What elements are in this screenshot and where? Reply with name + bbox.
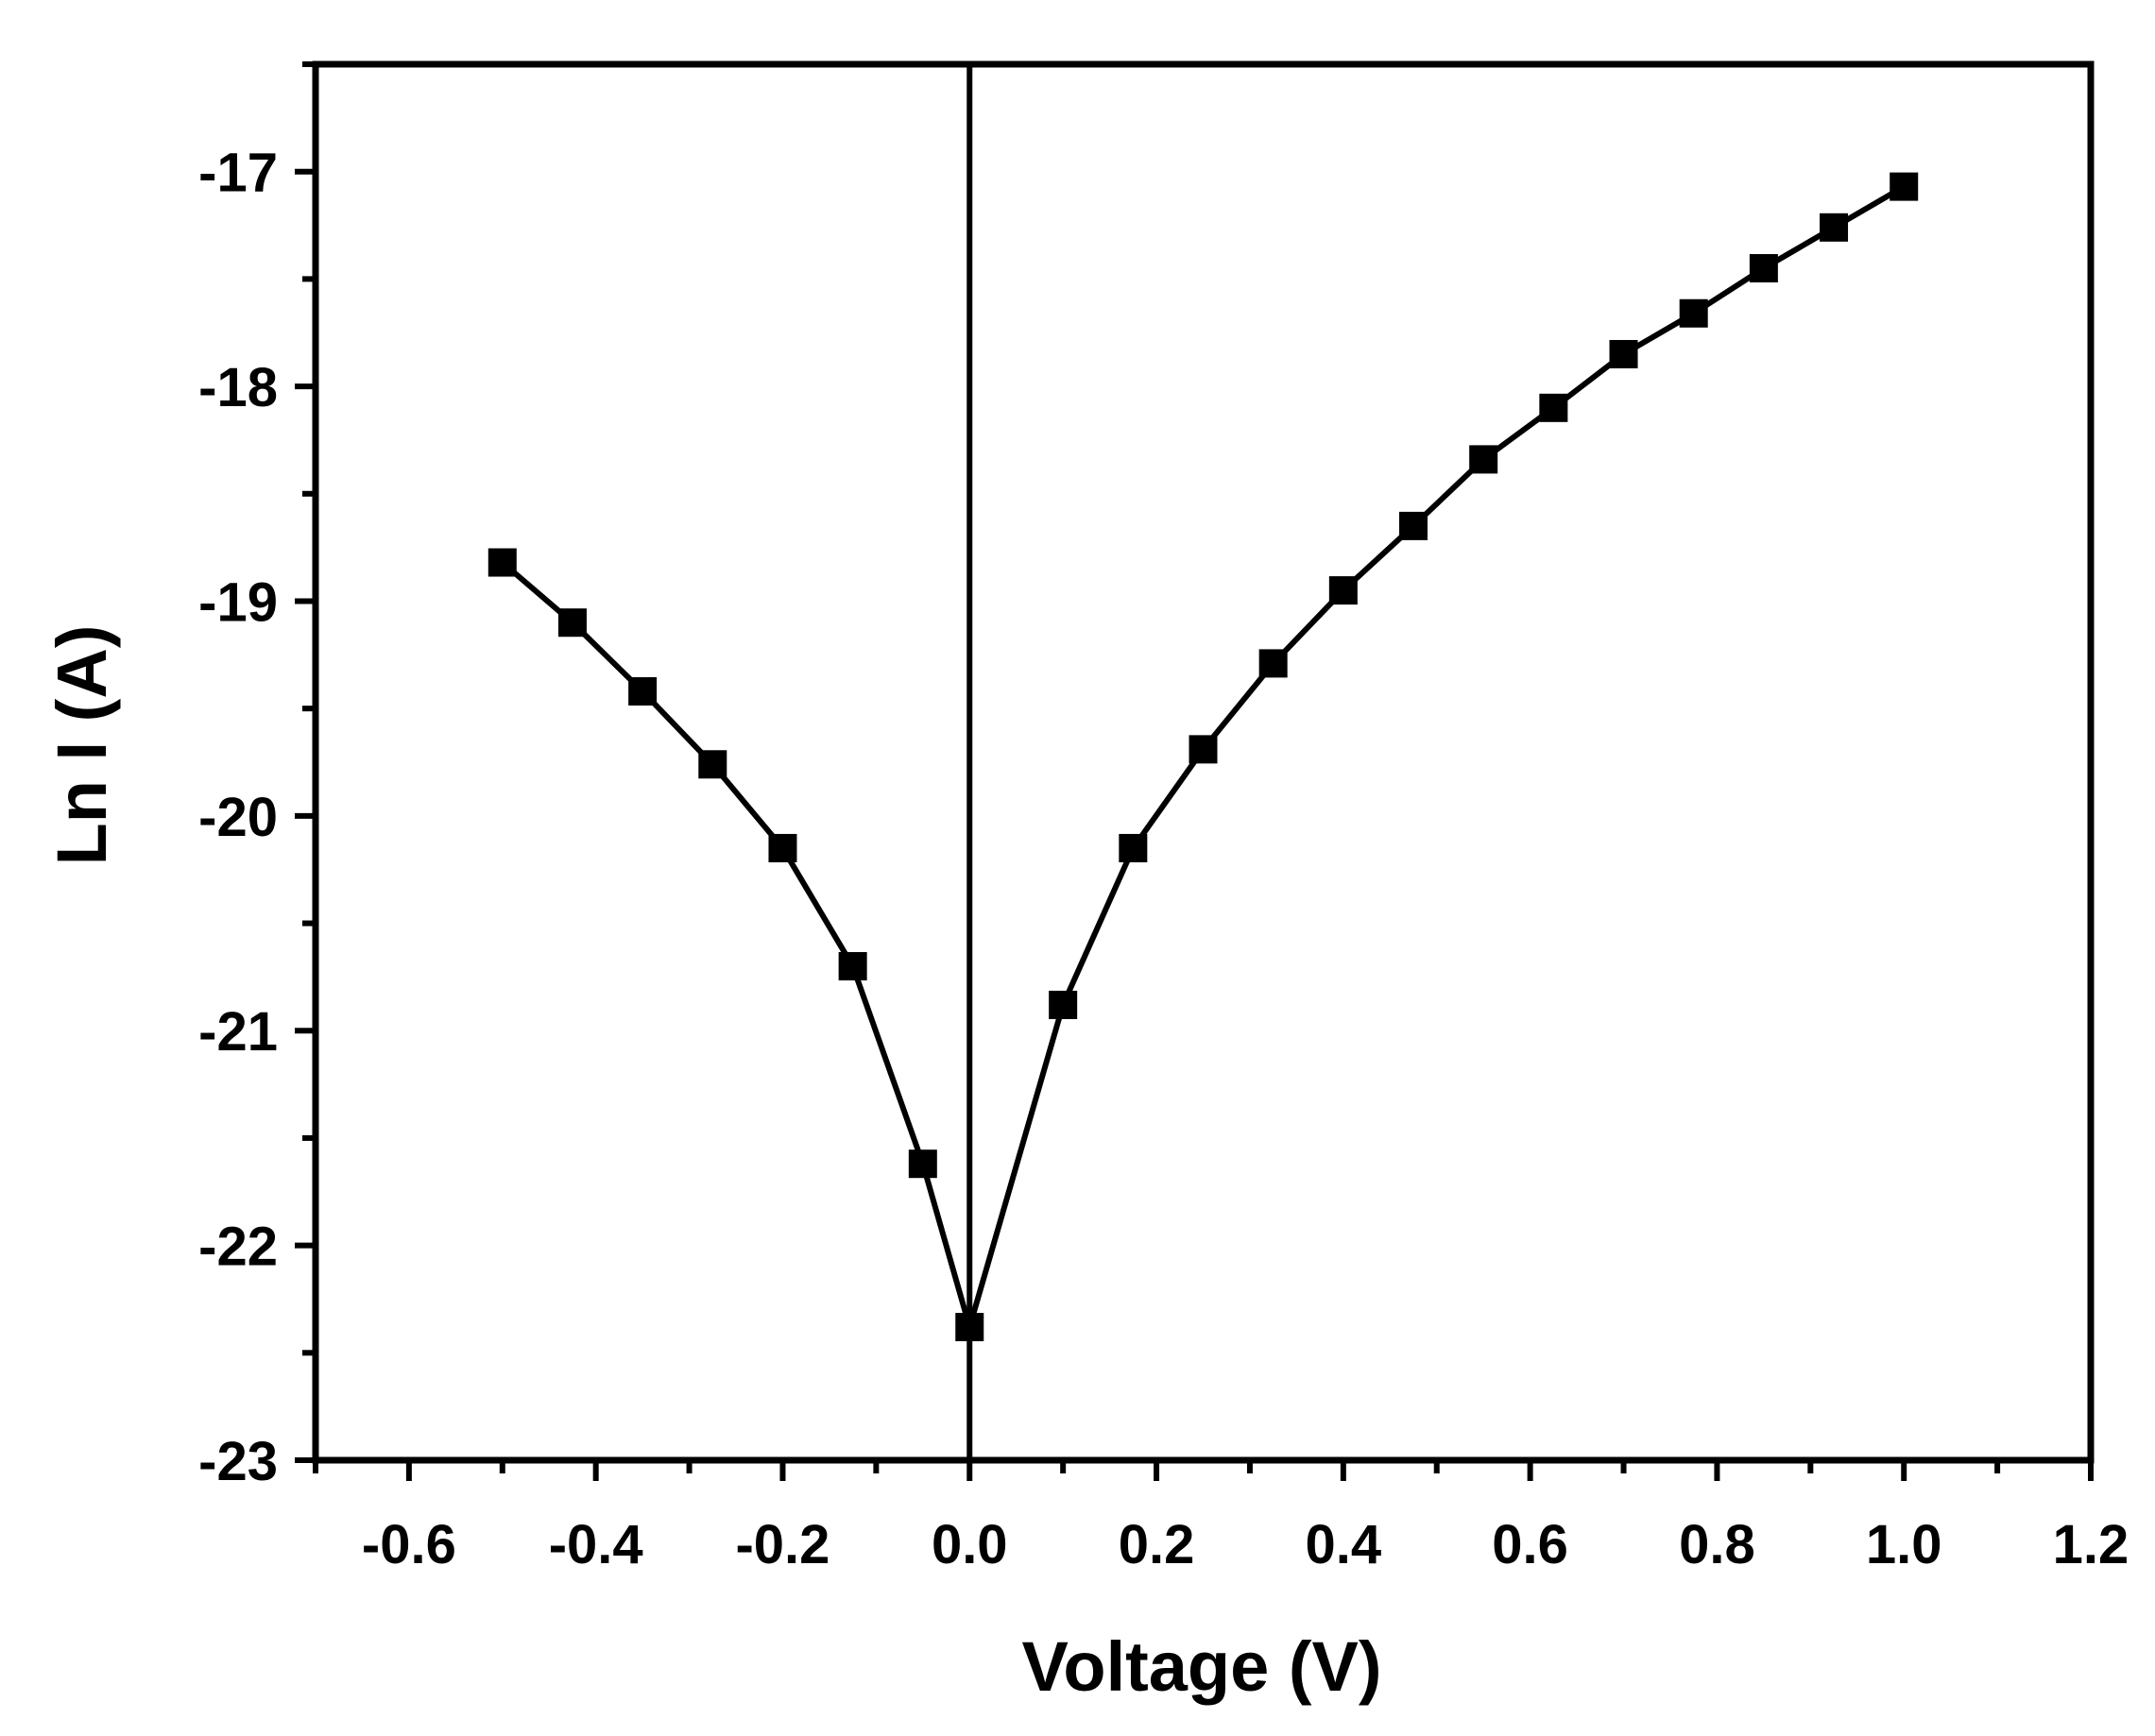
y-axis-title: Ln I (A) <box>43 625 121 866</box>
data-point-marker <box>1399 511 1428 540</box>
data-point-marker <box>1820 213 1849 242</box>
x-tick-label: -0.2 <box>735 1514 830 1575</box>
data-point-marker <box>628 676 658 706</box>
series-line-segment <box>779 846 856 968</box>
plot-frame <box>312 60 2095 1464</box>
series-line-segment <box>849 965 926 1166</box>
data-point-marker <box>1189 735 1218 764</box>
data-point-marker <box>768 833 797 862</box>
data-point-marker <box>487 548 517 577</box>
data-point-marker <box>1258 649 1288 678</box>
series-group <box>487 172 1919 1342</box>
series-line-segment <box>919 1163 973 1328</box>
y-tick-label: -20 <box>198 787 278 848</box>
series-line-segment <box>1201 661 1275 752</box>
data-point-marker <box>1890 172 1919 201</box>
axes <box>295 60 2095 1481</box>
x-tick-label: 0.0 <box>932 1514 1008 1575</box>
x-tick-label: 1.2 <box>2053 1514 2129 1575</box>
x-axis-title: Voltage (V) <box>1022 1627 1382 1706</box>
data-point-marker <box>1119 833 1148 862</box>
x-tick-label: 0.8 <box>1679 1514 1755 1575</box>
x-tick-label: -0.4 <box>549 1514 643 1575</box>
tick-labels-group: -0.6 -0.4 -0.2 0.0 0.2 0.4 0.6 0.8 1.0 1.2 -23 -22 -… <box>198 143 2129 1575</box>
x-tick-label: 0.4 <box>1306 1514 1382 1575</box>
data-point-marker <box>1679 298 1708 328</box>
data-point-marker <box>1469 445 1498 474</box>
y-tick-label: -23 <box>198 1431 278 1492</box>
series-line-segment <box>966 1004 1067 1328</box>
series-line-segment <box>1060 846 1137 1007</box>
data-point-marker <box>1049 990 1078 1019</box>
x-tick-label: -0.6 <box>362 1514 456 1575</box>
y-tick-label: -19 <box>198 571 278 633</box>
data-point-marker <box>1609 339 1638 368</box>
data-point-marker <box>1539 393 1568 422</box>
data-point-marker <box>1328 576 1358 605</box>
data-point-marker <box>557 608 587 638</box>
y-tick-label: -21 <box>198 1001 278 1063</box>
series-line-segment <box>1130 747 1206 850</box>
data-point-marker <box>698 750 727 779</box>
data-point-marker <box>908 1149 937 1179</box>
y-tick-label: -18 <box>198 357 278 418</box>
x-tick-label: 0.2 <box>1119 1514 1195 1575</box>
data-point-marker <box>1749 254 1778 283</box>
y-tick-label: -17 <box>198 143 278 204</box>
data-point-marker <box>838 952 867 981</box>
x-tick-label: 0.6 <box>1492 1514 1568 1575</box>
x-tick-label: 1.0 <box>1866 1514 1942 1575</box>
data-point-marker <box>955 1313 984 1342</box>
y-tick-label: -22 <box>198 1217 278 1278</box>
